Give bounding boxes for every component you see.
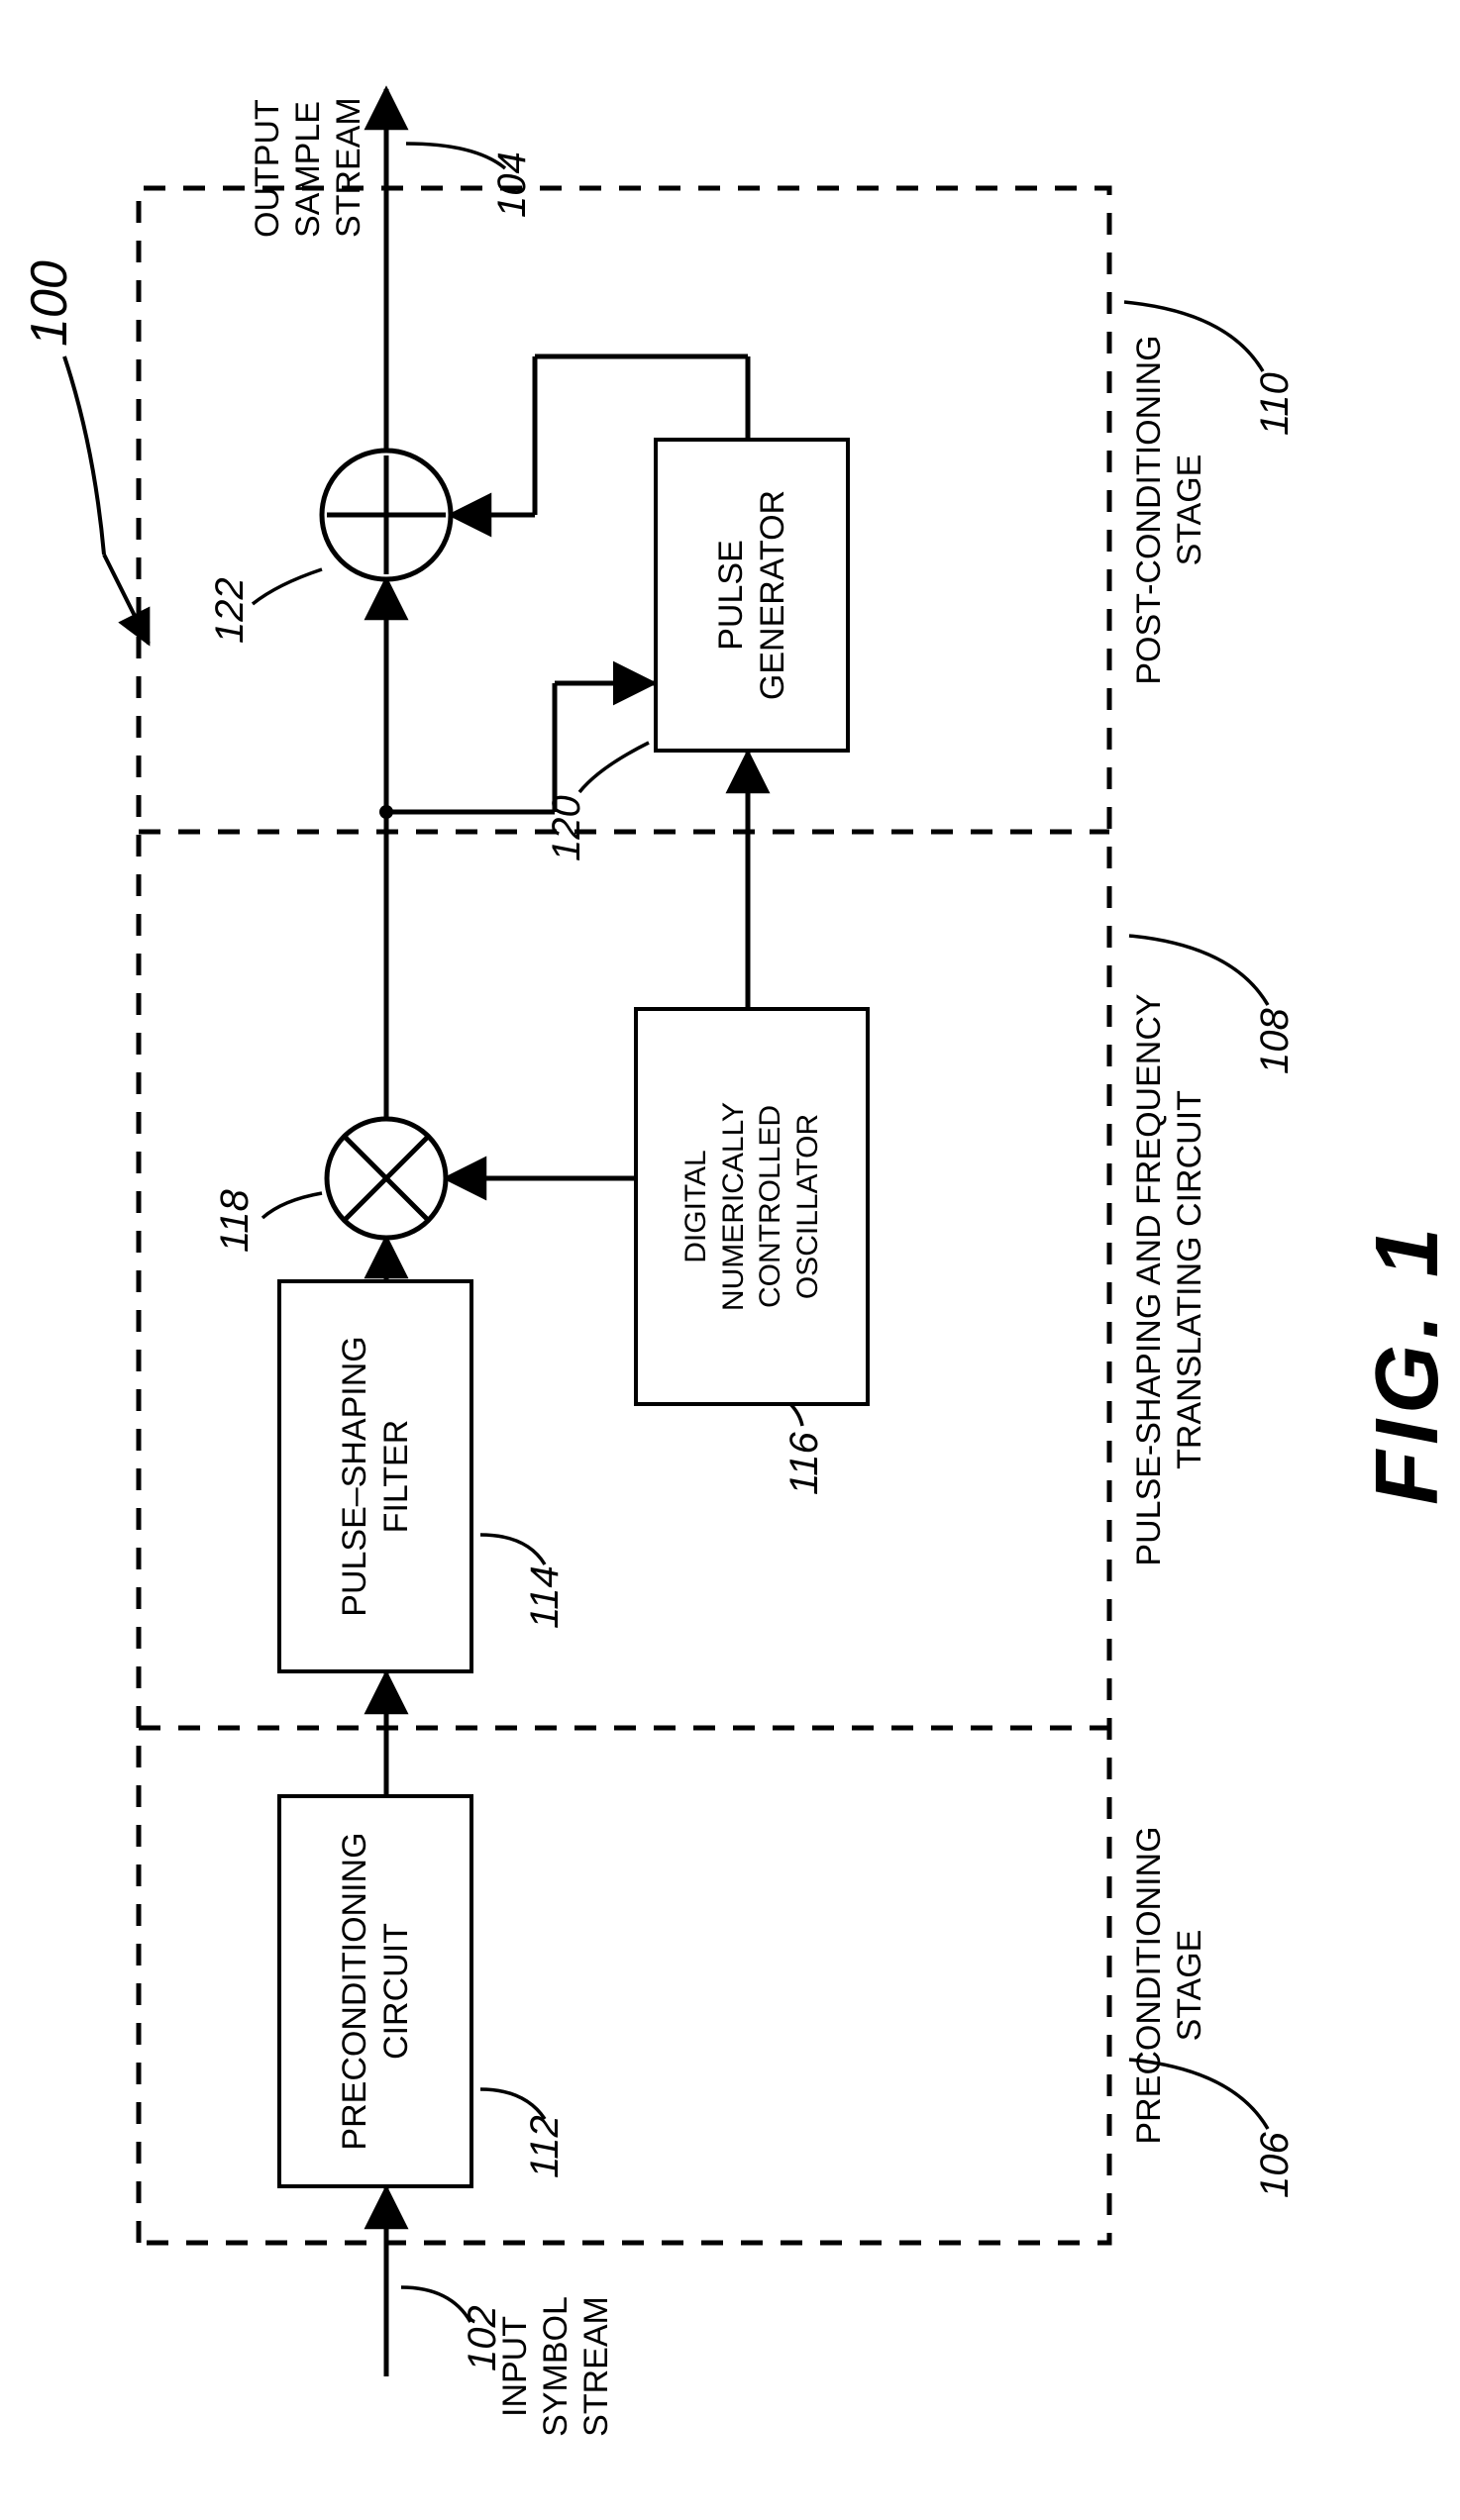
ref-102: 102 [461,2305,505,2371]
pgen-label: PULSE GENERATOR [710,490,794,700]
ref-114: 114 [523,1565,568,1629]
ref-110: 110 [1253,372,1298,436]
leader-100 [64,356,149,644]
adder-symbol [322,451,451,579]
preconditioning-circuit-block: PRECONDITIONING CIRCUIT [277,1794,473,2188]
mixer-symbol [327,1119,446,1238]
ref-108: 108 [1253,1008,1298,1074]
pulse-shaping-filter-block: PULSE–SHAPING FILTER [277,1279,473,1673]
psf-label: PULSE–SHAPING FILTER [334,1336,418,1616]
ref-104: 104 [490,151,535,218]
precond-label: PRECONDITIONING CIRCUIT [334,1832,418,2150]
input-stream-label: INPUT SYMBOL STREAM [495,2258,616,2475]
ref-118: 118 [213,1189,258,1253]
postconditioning-stage-label: POST-CONDITIONING STAGE [1129,188,1210,832]
figure-canvas: PRECONDITIONING CIRCUIT PULSE–SHAPING FI… [20,20,1460,2500]
ref-116: 116 [782,1432,827,1495]
output-stream-label: OUTPUT SAMPLE STREAM [248,20,368,238]
tap-to-pgen [386,683,654,812]
ref-106: 106 [1253,2132,1298,2198]
signal-tap-node [379,805,393,819]
nco-label: DIGITAL NUMERICALLY CONTROLLED OSCILLATO… [678,1102,826,1311]
ref-120: 120 [545,795,589,861]
preconditioning-stage-label: PRECONDITIONING STAGE [1129,1728,1210,2243]
nco-block: DIGITAL NUMERICALLY CONTROLLED OSCILLATO… [634,1007,870,1406]
translating-stage-label: PULSE-SHAPING AND FREQUENCY TRANSLATING … [1129,832,1210,1728]
diagram-rotated: PRECONDITIONING CIRCUIT PULSE–SHAPING FI… [20,20,1460,2495]
figure-caption: FIG. 1 [1357,1222,1459,1505]
ref-122: 122 [208,577,253,644]
pulse-generator-block: PULSE GENERATOR [654,438,850,753]
ref-112: 112 [523,2115,568,2178]
ref-100: 100 [20,260,79,347]
